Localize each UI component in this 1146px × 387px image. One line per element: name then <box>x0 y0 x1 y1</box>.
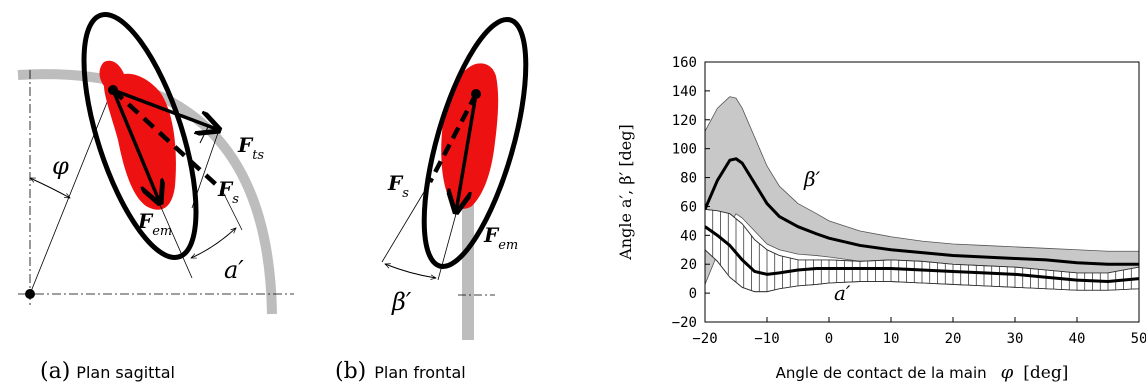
beta-angle-arc <box>385 264 436 278</box>
force-ts-arrow <box>112 88 219 130</box>
force-s-label-a: Fs <box>217 177 239 207</box>
panel-b-frontal: β′ Fs Fem (b) Plan frontal <box>335 17 529 384</box>
caption-b: (b) Plan frontal <box>335 359 466 384</box>
y-tick-label: 0 <box>689 286 697 302</box>
x-tick-label: 40 <box>1069 331 1086 347</box>
chart-bands <box>705 96 1139 293</box>
y-tick-label: 100 <box>672 142 697 158</box>
x-tick-label: −20 <box>692 331 717 347</box>
x-axis-label: Angle de contact de la main φ [deg] <box>776 362 1069 383</box>
caption-a: (a) Plan sagittal <box>40 359 175 384</box>
y-tick-label: 40 <box>680 228 697 244</box>
x-tick-label: 30 <box>1007 331 1024 347</box>
alpha-curve-label: a′ <box>834 281 851 305</box>
right-angle-marker <box>199 126 209 144</box>
frontal-guide-line-1 <box>381 181 431 263</box>
guide-line-1 <box>191 129 220 209</box>
y-tick-label: 140 <box>672 84 697 100</box>
force-s-arrow-a <box>111 88 224 192</box>
force-em-label-a: Fem <box>137 209 172 239</box>
y-tick-label: 20 <box>680 257 697 273</box>
chart-ticks: −20 −10 0 10 20 30 40 50 −20 0 20 40 60 80 100 120 140 16… <box>672 55 1146 347</box>
plot-frame <box>704 61 1140 323</box>
alpha-mean-line <box>705 225 1139 284</box>
guide-line-3 <box>221 189 243 231</box>
angle-chart: −20 −10 0 10 20 30 40 50 −20 0 20 40 60 80 100 120 140 16… <box>616 55 1146 383</box>
x-tick-label: −10 <box>754 331 779 347</box>
frontal-guide-line-2 <box>437 213 457 281</box>
force-s-label-b: Fs <box>387 171 409 201</box>
y-tick-label: 160 <box>672 55 697 71</box>
phi-angle-arc <box>30 177 70 199</box>
y-tick-label: −20 <box>672 315 697 331</box>
chart-lines <box>705 157 1139 284</box>
panel-a-sagittal: φ a′ Fts Fs Fem (a) Plan sagittal <box>17 12 294 384</box>
beta-label: β′ <box>391 288 412 316</box>
x-tick-label: 50 <box>1131 331 1146 347</box>
contact-ellipse-a <box>81 12 199 260</box>
force-em-arrow-a <box>111 89 160 203</box>
alpha-range-outline <box>705 208 1139 293</box>
beta-mean-line <box>705 157 1139 266</box>
force-ts-label: Fts <box>237 133 264 163</box>
alpha-angle-arc <box>191 228 236 259</box>
phi-label: φ <box>52 152 69 180</box>
guide-line-2 <box>159 204 193 279</box>
y-axis-label: Angle a′, β′ [deg] <box>616 124 635 261</box>
alpha-label-a: a′ <box>224 256 244 284</box>
y-tick-label: 80 <box>680 171 697 187</box>
beta-curve-label: β′ <box>803 167 821 191</box>
x-tick-label: 20 <box>945 331 962 347</box>
force-em-label-b: Fem <box>483 223 518 253</box>
contact-ellipse-b <box>421 17 529 269</box>
y-tick-label: 60 <box>680 199 697 215</box>
y-tick-label: 120 <box>672 113 697 129</box>
force-em-arrow-b <box>456 93 478 212</box>
force-s-arrow-b <box>428 92 478 184</box>
x-tick-label: 10 <box>883 331 900 347</box>
radius-line <box>29 89 113 295</box>
beta-range-band <box>705 96 1139 285</box>
x-tick-label: 0 <box>825 331 833 347</box>
